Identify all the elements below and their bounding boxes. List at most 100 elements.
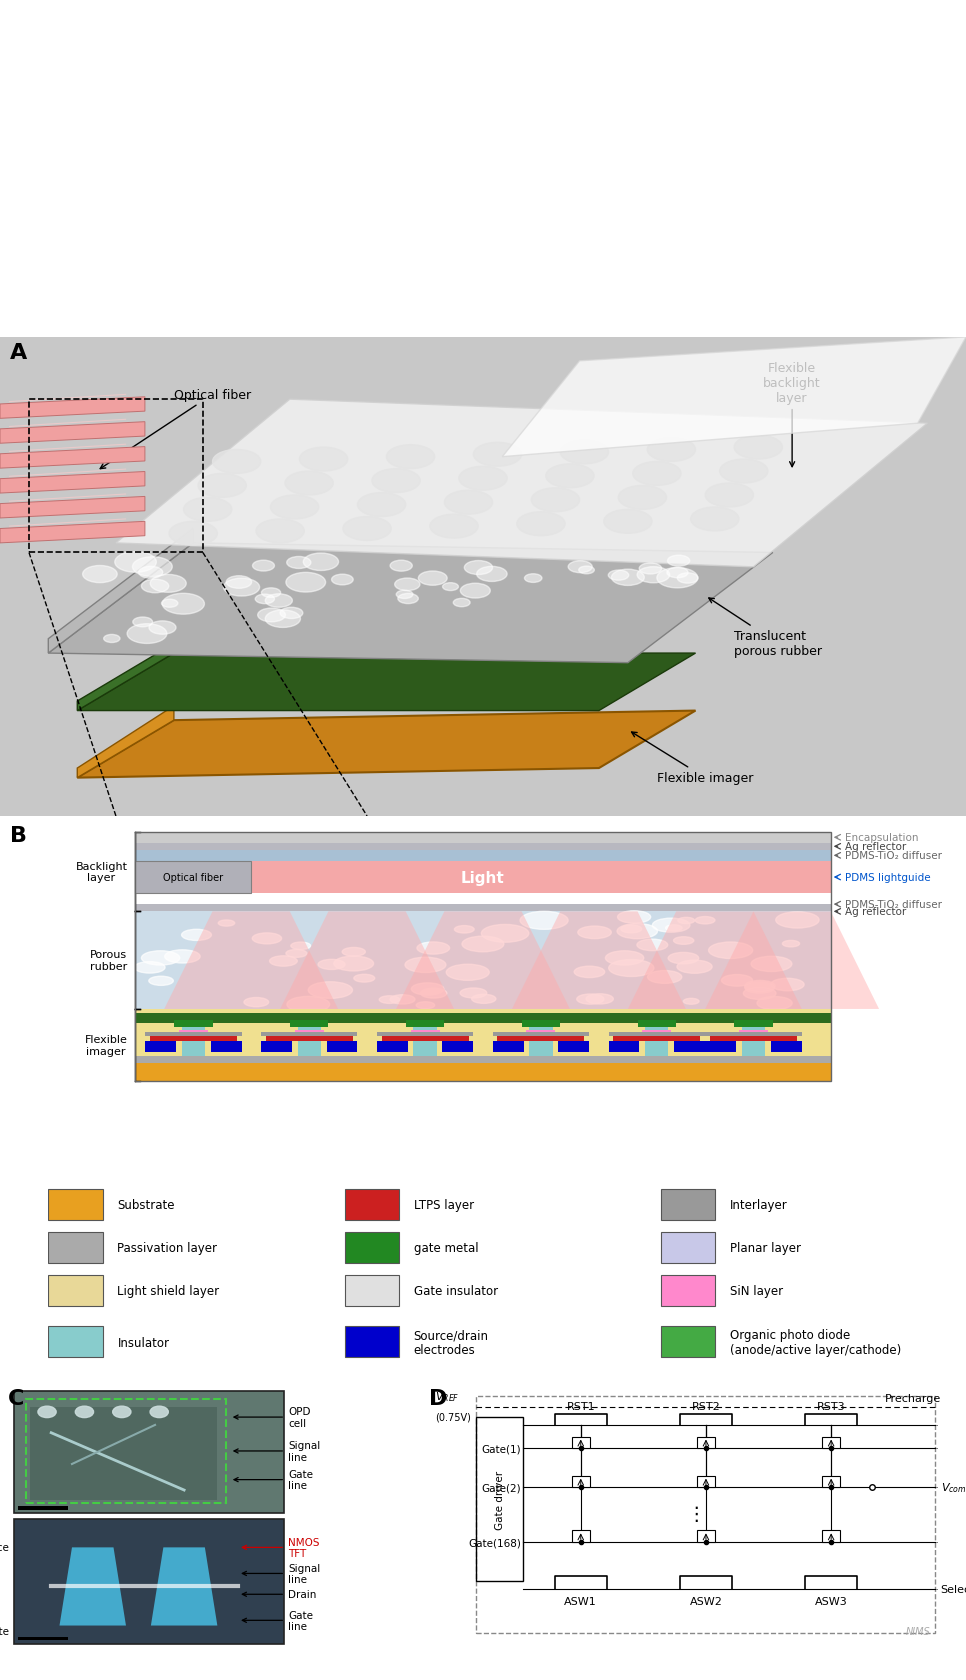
Text: Organic photo diode
(anode/active layer/cathode): Organic photo diode (anode/active layer/…	[729, 1329, 901, 1356]
Text: NIMS: NIMS	[905, 1626, 930, 1636]
Bar	[48, 1327, 102, 1357]
Text: ASW1: ASW1	[564, 1596, 597, 1606]
Bar	[135, 904, 831, 912]
Circle shape	[609, 959, 654, 976]
Circle shape	[141, 580, 169, 593]
Bar	[135, 1057, 831, 1063]
Bar	[442, 1042, 473, 1053]
Circle shape	[652, 919, 690, 932]
Polygon shape	[77, 706, 174, 778]
Polygon shape	[77, 654, 696, 711]
Circle shape	[299, 449, 348, 472]
Circle shape	[420, 988, 447, 998]
Circle shape	[396, 591, 412, 600]
Polygon shape	[164, 912, 338, 1010]
Circle shape	[103, 635, 120, 643]
Bar	[14, 1391, 284, 1514]
Circle shape	[390, 995, 415, 1005]
Circle shape	[213, 450, 261, 474]
Circle shape	[460, 988, 487, 998]
Circle shape	[757, 996, 792, 1010]
Circle shape	[418, 571, 447, 586]
Circle shape	[280, 608, 303, 620]
Circle shape	[291, 942, 311, 949]
Circle shape	[266, 610, 300, 628]
Text: Backlight
layer: Backlight layer	[75, 862, 128, 884]
Bar	[661, 1231, 715, 1263]
Polygon shape	[0, 447, 145, 469]
Circle shape	[453, 600, 470, 608]
Circle shape	[668, 953, 698, 964]
Circle shape	[198, 474, 246, 497]
Circle shape	[657, 568, 697, 588]
Circle shape	[132, 618, 153, 627]
Circle shape	[184, 497, 232, 522]
Bar	[526, 1030, 555, 1033]
Circle shape	[683, 998, 699, 1005]
Polygon shape	[396, 912, 570, 1010]
Text: Gate(168): Gate(168)	[468, 1537, 521, 1547]
Circle shape	[666, 926, 682, 931]
Bar	[174, 1020, 213, 1023]
Bar	[29, 400, 203, 553]
Circle shape	[720, 460, 768, 484]
Circle shape	[604, 511, 652, 534]
Bar	[705, 1042, 736, 1053]
Circle shape	[113, 1406, 131, 1418]
Bar	[145, 1033, 242, 1037]
Text: $V_{REF}$: $V_{REF}$	[435, 1389, 459, 1403]
Circle shape	[577, 995, 604, 1005]
Circle shape	[162, 595, 205, 615]
Bar	[613, 1037, 700, 1042]
Bar	[145, 1042, 176, 1053]
Circle shape	[395, 578, 420, 591]
Bar	[822, 1436, 840, 1448]
Bar	[211, 1042, 242, 1053]
Circle shape	[531, 489, 580, 512]
Bar	[572, 1530, 590, 1542]
Circle shape	[285, 472, 333, 496]
Circle shape	[286, 949, 307, 958]
Circle shape	[454, 926, 474, 934]
Bar	[572, 1475, 590, 1487]
Bar	[327, 1042, 357, 1053]
Polygon shape	[151, 1547, 217, 1626]
Polygon shape	[0, 522, 145, 544]
Circle shape	[709, 942, 753, 959]
Text: SiN layer: SiN layer	[729, 1284, 782, 1297]
Circle shape	[647, 971, 682, 984]
Circle shape	[331, 575, 354, 586]
Circle shape	[252, 934, 281, 944]
Polygon shape	[48, 529, 193, 654]
Polygon shape	[0, 422, 145, 444]
Polygon shape	[48, 544, 773, 664]
Circle shape	[473, 444, 522, 467]
Circle shape	[722, 974, 753, 986]
Text: ASW2: ASW2	[690, 1596, 723, 1606]
Circle shape	[734, 435, 782, 460]
Bar	[734, 1020, 773, 1023]
Circle shape	[270, 956, 298, 966]
Bar	[135, 843, 831, 850]
Text: Drain: Drain	[242, 1589, 316, 1599]
Text: Optical fiber: Optical fiber	[163, 872, 223, 882]
Bar	[642, 1030, 671, 1033]
Text: Ag reflector: Ag reflector	[845, 907, 906, 917]
Text: · · ·: · · ·	[922, 1482, 939, 1492]
Bar	[497, 1037, 584, 1042]
Bar	[135, 862, 831, 894]
Circle shape	[416, 1003, 435, 1010]
Circle shape	[606, 951, 643, 966]
Text: Flexible imager: Flexible imager	[632, 732, 753, 785]
Circle shape	[226, 576, 251, 590]
Bar	[135, 1010, 831, 1057]
Circle shape	[782, 941, 800, 948]
Bar	[48, 1231, 102, 1263]
Circle shape	[398, 595, 418, 605]
Circle shape	[354, 974, 375, 983]
Polygon shape	[0, 472, 145, 494]
Bar	[377, 1042, 408, 1053]
Bar	[18, 1507, 68, 1510]
Bar	[493, 1042, 524, 1053]
Circle shape	[38, 1406, 56, 1418]
